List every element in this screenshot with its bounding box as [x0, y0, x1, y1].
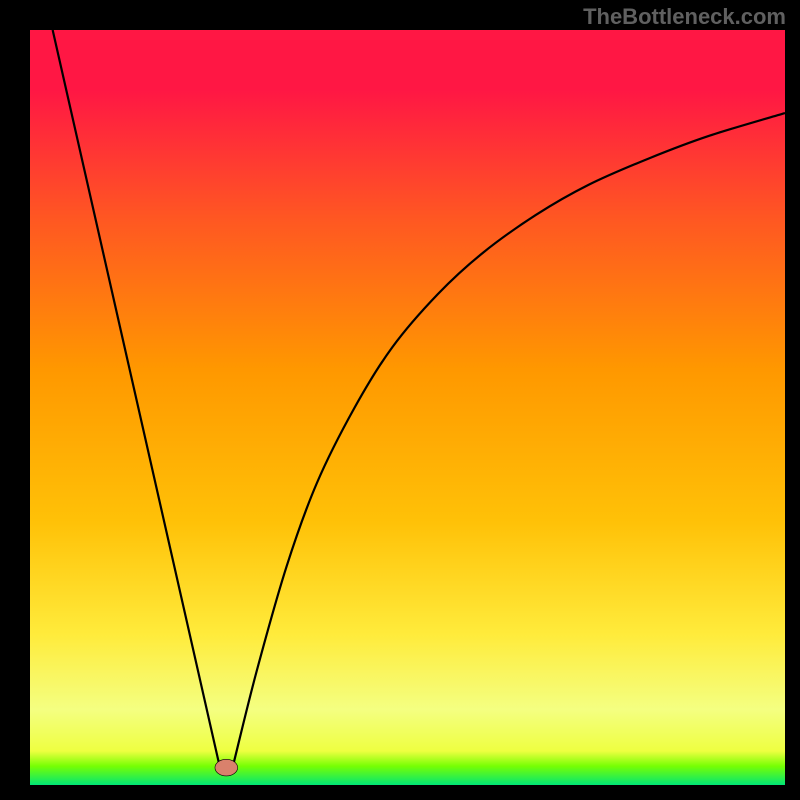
bottleneck-curve-chart	[0, 0, 800, 800]
plot-gradient-background	[30, 30, 785, 785]
chart-frame: TheBottleneck.com	[0, 0, 800, 800]
minimum-marker	[215, 759, 238, 776]
watermark-text: TheBottleneck.com	[583, 4, 786, 30]
